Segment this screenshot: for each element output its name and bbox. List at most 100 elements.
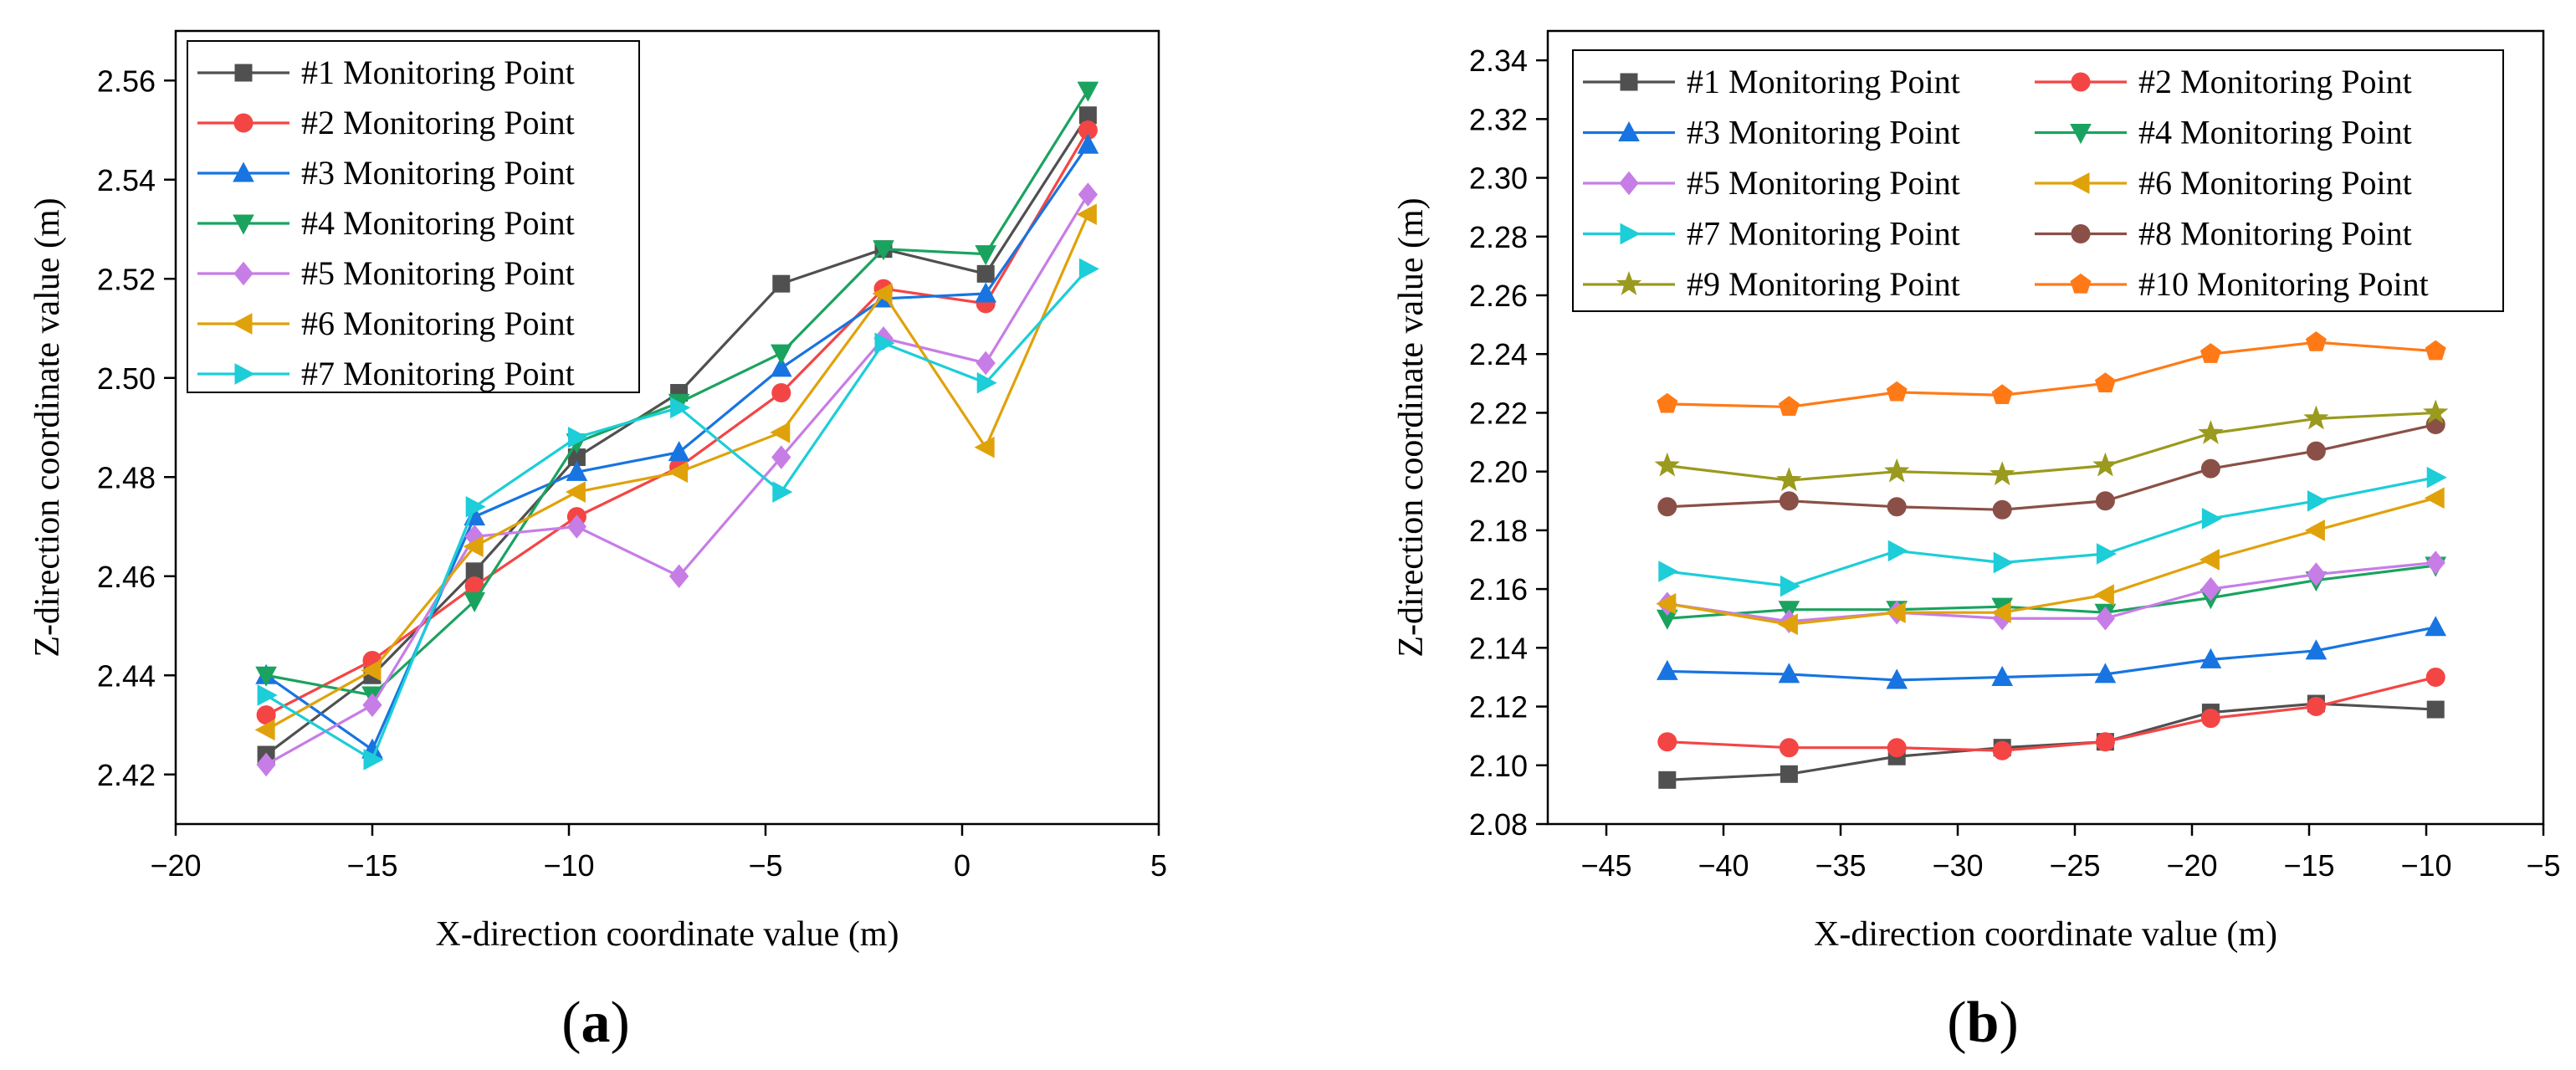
data-point <box>361 659 382 682</box>
legend-entry: #2 Monitoring Point <box>2035 63 2412 100</box>
x-tick-label-a: −5 <box>748 848 782 883</box>
legend-entry: #6 Monitoring Point <box>2035 164 2412 202</box>
y-axis-a: 2.42 2.44 2.46 2.48 2.50 2.52 2.54 2.56 <box>97 64 176 792</box>
y-axis-title-a: Z-direction coordinate value (m) <box>28 197 67 657</box>
data-point <box>1657 732 1677 752</box>
legend-entry: #2 Monitoring Point <box>197 104 575 141</box>
data-point <box>2306 697 2326 717</box>
data-point <box>2200 343 2221 363</box>
y-tick-label-b: 2.20 <box>1469 455 1528 489</box>
panel-label-b: (b) <box>1947 991 2019 1055</box>
series-line <box>1667 422 2436 511</box>
data-point <box>1992 740 2012 760</box>
legend-label: #4 Monitoring Point <box>301 204 575 242</box>
data-point <box>256 752 276 777</box>
data-point <box>2305 639 2328 660</box>
data-point <box>1078 258 1099 280</box>
data-point <box>1078 182 1099 207</box>
legend-marker <box>233 161 254 182</box>
legend-box <box>1572 49 2504 312</box>
data-point <box>2200 458 2220 479</box>
legend-label: #2 Monitoring Point <box>301 104 575 141</box>
series-5-b <box>1657 550 2445 634</box>
data-point <box>1779 738 1799 758</box>
legend-marker <box>234 363 255 385</box>
x-axis-title-a: X-direction coordinate value (m) <box>436 915 899 954</box>
x-tick-label-a: 5 <box>1150 848 1167 883</box>
x-tick-label-b: −15 <box>2283 848 2334 883</box>
series-5-a <box>256 182 1099 777</box>
legend-entry: #3 Monitoring Point <box>197 154 575 192</box>
legend-entry: #4 Monitoring Point <box>197 204 575 242</box>
series-9-b <box>1654 399 2449 492</box>
data-point <box>1779 491 1799 511</box>
y-tick-label-b: 2.16 <box>1469 572 1528 607</box>
data-point <box>2095 732 2115 752</box>
legend-marker <box>1619 171 1639 196</box>
y-tick-label-a: 2.52 <box>97 262 156 296</box>
data-point <box>974 436 995 458</box>
legend-marker <box>234 64 253 82</box>
data-point <box>1658 771 1677 789</box>
x-axis-title-b: X-direction coordinate value (m) <box>1814 915 2277 954</box>
y-tick-label-a: 2.54 <box>97 163 156 197</box>
data-point <box>1657 392 1678 413</box>
data-point <box>2201 508 2222 530</box>
series-2-b <box>1657 667 2445 760</box>
data-point <box>771 383 791 403</box>
x-axis-a: −20 −15 −10 −5 0 5 <box>150 824 1167 883</box>
y-tick-label-a: 2.48 <box>97 460 156 494</box>
x-tick-label-a: −15 <box>346 848 397 883</box>
legend-label: #1 Monitoring Point <box>301 54 575 91</box>
legend-label: #2 Monitoring Point <box>2138 63 2412 100</box>
x-tick-label-a: −20 <box>150 848 201 883</box>
data-point <box>566 460 588 481</box>
data-point <box>1077 133 1099 154</box>
data-point <box>874 332 895 355</box>
data-point <box>1887 540 1908 562</box>
data-point <box>1885 602 1906 624</box>
data-point <box>2426 700 2445 719</box>
chart-panel-b: −45 −40 −35 −30 −25 −20 −15 −10 −5 2.082.102.122… <box>1392 29 2561 1055</box>
legend-label: #4 Monitoring Point <box>2138 114 2412 151</box>
data-point <box>1077 81 1099 102</box>
data-point <box>1658 561 1679 582</box>
legend-a: #1 Monitoring Point #2 Monitoring Point #3… <box>187 40 640 393</box>
data-point <box>2095 491 2115 511</box>
legend-label: #6 Monitoring Point <box>2138 164 2412 202</box>
legend-marker <box>2071 224 2091 243</box>
data-point <box>873 240 894 261</box>
x-axis-b: −45 −40 −35 −30 −25 −20 −15 −10 −5 <box>1580 824 2561 883</box>
data-point <box>670 397 691 419</box>
legend-label: #8 Monitoring Point <box>2138 215 2412 253</box>
x-tick-label-b: −35 <box>1815 848 1866 883</box>
data-point <box>1990 602 2011 624</box>
legend-label: #5 Monitoring Point <box>301 254 575 292</box>
data-point <box>1780 765 1798 783</box>
legend-b: #1 Monitoring Point #2 Monitoring Point #3… <box>1572 49 2504 312</box>
data-point <box>2094 663 2117 683</box>
data-point <box>1992 499 2012 520</box>
x-tick-label-b: −10 <box>2400 848 2451 883</box>
series-10-b <box>1657 331 2446 417</box>
legend-entry: #9 Monitoring Point <box>1583 265 1960 303</box>
series-8-b <box>1657 414 2445 520</box>
data-point <box>2426 466 2447 489</box>
data-point <box>770 422 791 443</box>
data-point <box>770 344 792 365</box>
series-line <box>1667 626 2436 682</box>
legend-marker <box>1620 73 1638 91</box>
legend-entry: #10 Monitoring Point <box>2035 265 2429 303</box>
legend-box <box>187 40 640 393</box>
legend-label: #1 Monitoring Point <box>1687 63 1960 100</box>
legend-label: #7 Monitoring Point <box>301 355 575 392</box>
data-point <box>362 693 382 718</box>
data-point <box>1991 384 2013 404</box>
legend-label: #10 Monitoring Point <box>2138 265 2429 303</box>
plot-frame-b <box>1546 29 2545 826</box>
y-tick-label-b: 2.26 <box>1469 279 1528 313</box>
legend-entry: #6 Monitoring Point <box>197 305 575 342</box>
data-point <box>1778 663 1800 683</box>
data-point <box>771 445 791 469</box>
data-point <box>2095 606 2116 631</box>
